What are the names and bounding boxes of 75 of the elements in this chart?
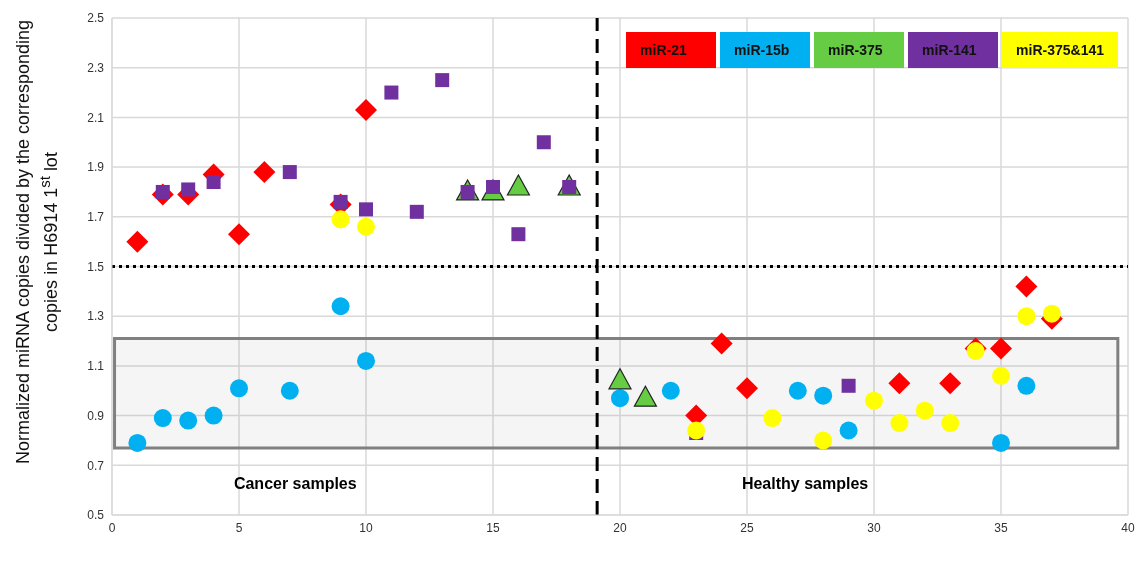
point bbox=[992, 366, 1010, 385]
point bbox=[206, 175, 221, 190]
point bbox=[890, 414, 909, 433]
x-tick-label: 15 bbox=[486, 520, 500, 535]
point bbox=[841, 378, 856, 393]
point bbox=[506, 174, 530, 196]
point bbox=[1017, 307, 1036, 326]
point bbox=[357, 217, 375, 236]
point bbox=[204, 406, 223, 425]
point bbox=[181, 182, 196, 197]
y-tick-label: 1.5 bbox=[87, 259, 105, 274]
x-tick-label: 5 bbox=[235, 520, 243, 535]
text: miR-375 bbox=[814, 32, 905, 68]
point bbox=[990, 337, 1012, 360]
point bbox=[359, 202, 373, 217]
point bbox=[608, 368, 632, 390]
y-tick-label: 2.1 bbox=[87, 110, 105, 125]
y-tick-label: 1.1 bbox=[87, 359, 105, 374]
annotation: Cancer samples bbox=[233, 475, 357, 493]
point bbox=[814, 386, 833, 405]
point bbox=[939, 372, 962, 395]
point bbox=[736, 377, 758, 400]
y-tick-label: 1.3 bbox=[87, 309, 105, 324]
point bbox=[888, 372, 911, 395]
x-tick-label: 20 bbox=[613, 520, 627, 535]
x-tick-label: 10 bbox=[359, 520, 373, 535]
point bbox=[253, 161, 276, 184]
point bbox=[230, 379, 248, 398]
point bbox=[710, 332, 733, 355]
point bbox=[331, 297, 350, 316]
point bbox=[814, 431, 833, 450]
point bbox=[331, 210, 350, 229]
x-tick-label: 40 bbox=[1121, 520, 1135, 535]
y-tick-label: 1.7 bbox=[87, 210, 105, 225]
point bbox=[282, 165, 297, 180]
point bbox=[384, 85, 399, 100]
point bbox=[435, 73, 450, 88]
text: miR-15b bbox=[720, 32, 811, 68]
point bbox=[228, 223, 250, 246]
point bbox=[179, 411, 198, 430]
point bbox=[1015, 275, 1038, 298]
point bbox=[865, 391, 883, 410]
x-tick-label: 25 bbox=[740, 520, 754, 535]
annotation: Healthy samples bbox=[741, 475, 869, 493]
y-tick-label: 0.5 bbox=[87, 508, 105, 523]
text: miR-21 bbox=[626, 32, 717, 68]
point bbox=[611, 389, 629, 408]
point bbox=[1042, 304, 1061, 323]
point bbox=[941, 414, 960, 433]
x-tick-label: 30 bbox=[867, 520, 881, 535]
point bbox=[992, 433, 1010, 452]
point bbox=[153, 409, 172, 428]
point bbox=[126, 230, 149, 253]
point bbox=[763, 409, 782, 428]
y-tick-label: 1.9 bbox=[87, 160, 105, 175]
point bbox=[661, 381, 680, 400]
point bbox=[839, 421, 858, 440]
point bbox=[280, 381, 299, 400]
point bbox=[536, 135, 551, 150]
x-tick-label: 0 bbox=[108, 520, 116, 535]
point bbox=[1017, 376, 1036, 395]
y-tick-label: 2.3 bbox=[87, 60, 105, 75]
point bbox=[915, 401, 934, 420]
text: miR-141 bbox=[908, 32, 999, 68]
point bbox=[511, 227, 526, 242]
y-tick-label: 0.7 bbox=[87, 458, 105, 473]
point bbox=[355, 98, 377, 121]
point bbox=[788, 381, 807, 400]
text: miR-375&141 bbox=[1002, 32, 1118, 68]
y-tick-label: 0.9 bbox=[87, 408, 105, 423]
y-tick-label: 2.5 bbox=[87, 11, 105, 26]
point bbox=[128, 433, 147, 452]
point bbox=[357, 351, 375, 370]
point bbox=[409, 204, 424, 219]
x-tick-label: 35 bbox=[994, 520, 1008, 535]
